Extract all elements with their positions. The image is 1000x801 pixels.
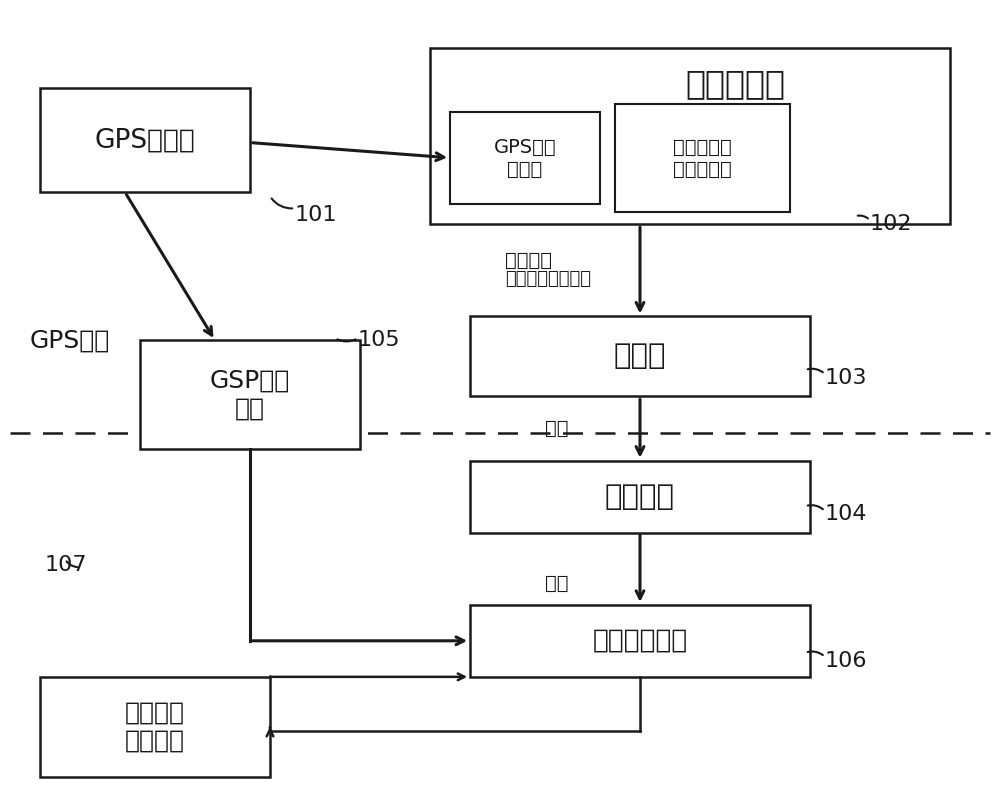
Bar <box>470 316 810 396</box>
Text: 测控基带设备: 测控基带设备 <box>592 628 688 654</box>
Text: 下变频器: 下变频器 <box>605 483 675 510</box>
Bar <box>450 112 600 204</box>
Text: 107: 107 <box>45 555 88 574</box>
Text: 中频: 中频 <box>545 574 568 593</box>
Text: 遥测信号: 遥测信号 <box>505 251 552 270</box>
Bar <box>430 48 950 224</box>
Bar <box>40 677 270 777</box>
Text: 星载计算机: 星载计算机 <box>685 67 785 101</box>
Text: 105: 105 <box>358 331 401 350</box>
Text: 应答机: 应答机 <box>614 343 666 370</box>
Bar <box>470 605 810 677</box>
Text: 104: 104 <box>825 505 868 524</box>
Text: 101: 101 <box>295 205 338 224</box>
Bar <box>470 461 810 533</box>
Text: 102: 102 <box>870 215 912 234</box>
Text: GPS接收机: GPS接收机 <box>95 127 195 153</box>
Text: 射频: 射频 <box>545 419 568 438</box>
Text: GSP时统
设备: GSP时统 设备 <box>210 368 290 421</box>
Bar <box>40 88 250 192</box>
Bar <box>615 104 790 212</box>
Text: 103: 103 <box>825 368 868 388</box>
Text: GPS秒脉
冲校时: GPS秒脉 冲校时 <box>494 138 556 179</box>
Text: 生成时间码
及遥测组帧: 生成时间码 及遥测组帧 <box>673 138 732 179</box>
Bar <box>140 340 360 449</box>
Text: GPS信号: GPS信号 <box>30 328 110 352</box>
Text: （包含星上时间）: （包含星上时间） <box>505 270 591 288</box>
Text: 106: 106 <box>825 651 868 670</box>
Text: 测控中心
管理设备: 测控中心 管理设备 <box>125 701 185 753</box>
